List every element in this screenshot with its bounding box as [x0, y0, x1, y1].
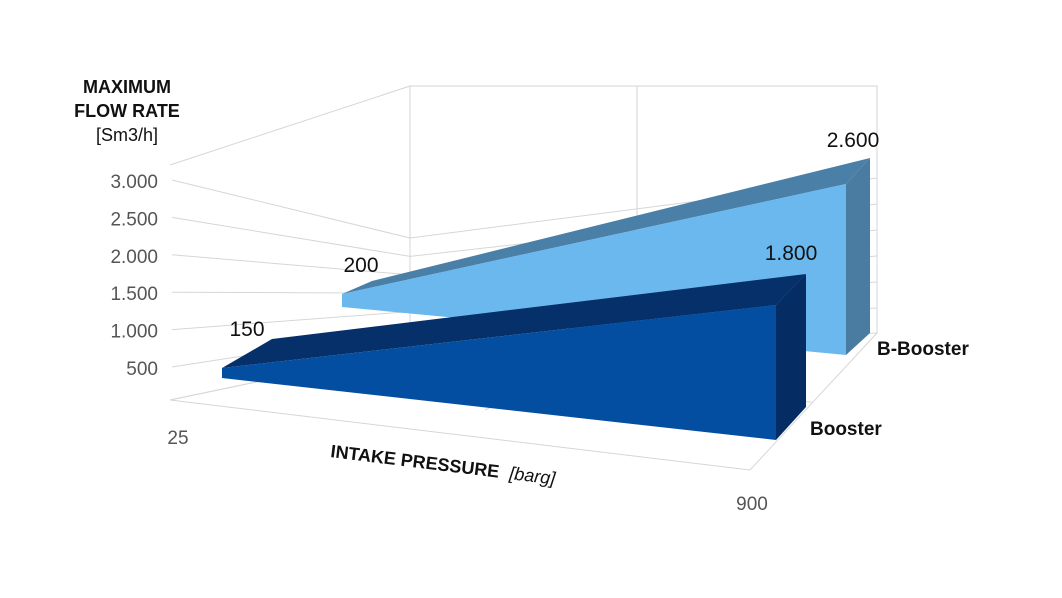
y-tick-label: 1.500: [110, 284, 158, 305]
back-wall-edge: [410, 85, 878, 333]
booster-end-label: 1.800: [765, 242, 818, 265]
y-tick-label: 1.000: [110, 322, 158, 343]
booster-top-face: [222, 274, 806, 368]
y-axis-title-line-2: FLOW RATE: [74, 101, 180, 121]
y-tick-label: 500: [126, 359, 158, 380]
y-tick-label: 2.500: [110, 209, 158, 230]
b-booster-end-label: 2.600: [827, 129, 880, 152]
booster-side-face: [776, 274, 806, 440]
x-tick-end: 900: [736, 494, 768, 515]
booster-start-label: 150: [229, 318, 264, 341]
b-booster-start-label: 200: [343, 254, 378, 277]
b-booster-top-face: [342, 158, 870, 294]
y-tick-label: 3.000: [110, 172, 158, 193]
x-axis-title: INTAKE PRESSURE [barg]: [330, 441, 558, 489]
series-label-b-booster: B-Booster: [877, 339, 969, 360]
y-axis-title-unit: [Sm3/h]: [96, 125, 158, 145]
x-axis-title-unit: [barg]: [507, 463, 557, 489]
x-tick-start: 25: [167, 428, 188, 449]
x-axis-title-main: INTAKE PRESSURE: [330, 441, 501, 482]
series-booster: [222, 274, 806, 440]
series-label-booster: Booster: [810, 419, 882, 440]
y-axis-title-line-1: MAXIMUM: [83, 77, 171, 97]
b-booster-side-face: [846, 158, 870, 355]
booster-front-face: [222, 305, 776, 440]
y-axis-ticks: 500 1.000 1.500 2.000 2.500 3.000: [110, 172, 158, 380]
y-tick-label: 2.000: [110, 247, 158, 268]
